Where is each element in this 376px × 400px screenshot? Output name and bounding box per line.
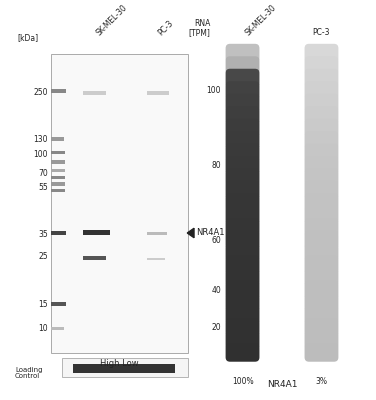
Bar — [147, 91, 169, 95]
Bar — [51, 160, 65, 164]
FancyBboxPatch shape — [226, 318, 259, 337]
Text: 100: 100 — [206, 86, 221, 95]
FancyBboxPatch shape — [226, 281, 259, 299]
Bar — [51, 151, 65, 154]
Text: 55: 55 — [38, 183, 48, 192]
FancyBboxPatch shape — [226, 69, 259, 88]
FancyBboxPatch shape — [305, 119, 338, 137]
Text: SK-MEL-30: SK-MEL-30 — [244, 3, 278, 37]
FancyBboxPatch shape — [226, 206, 259, 224]
FancyBboxPatch shape — [305, 306, 338, 324]
FancyBboxPatch shape — [305, 343, 338, 362]
FancyBboxPatch shape — [226, 168, 259, 187]
Text: 250: 250 — [33, 88, 48, 97]
FancyBboxPatch shape — [226, 94, 259, 112]
Bar — [51, 137, 64, 141]
Bar — [83, 256, 106, 260]
FancyBboxPatch shape — [305, 281, 338, 299]
Bar — [51, 54, 188, 353]
Text: 70: 70 — [38, 169, 48, 178]
Bar — [147, 232, 167, 235]
FancyBboxPatch shape — [305, 256, 338, 274]
FancyBboxPatch shape — [226, 243, 259, 262]
FancyBboxPatch shape — [226, 306, 259, 324]
Text: 100%: 100% — [232, 377, 253, 386]
FancyBboxPatch shape — [305, 318, 338, 337]
FancyBboxPatch shape — [305, 69, 338, 88]
Bar — [51, 302, 66, 306]
FancyBboxPatch shape — [305, 243, 338, 262]
FancyBboxPatch shape — [226, 106, 259, 125]
FancyBboxPatch shape — [226, 256, 259, 274]
FancyBboxPatch shape — [305, 330, 338, 349]
Bar — [62, 358, 188, 376]
FancyBboxPatch shape — [226, 144, 259, 162]
Text: 3%: 3% — [315, 377, 327, 386]
FancyBboxPatch shape — [305, 81, 338, 100]
FancyBboxPatch shape — [226, 194, 259, 212]
Bar — [51, 231, 66, 235]
Bar — [51, 189, 65, 192]
Text: 60: 60 — [211, 236, 221, 245]
FancyBboxPatch shape — [226, 131, 259, 150]
FancyArrow shape — [187, 228, 194, 238]
Text: 40: 40 — [211, 286, 221, 294]
Bar — [83, 91, 106, 95]
FancyBboxPatch shape — [226, 268, 259, 287]
FancyBboxPatch shape — [226, 218, 259, 237]
Text: SK-MEL-30: SK-MEL-30 — [95, 3, 129, 37]
FancyBboxPatch shape — [305, 194, 338, 212]
Bar — [51, 169, 65, 172]
FancyBboxPatch shape — [305, 218, 338, 237]
Bar — [147, 258, 165, 260]
Text: High Low: High Low — [100, 359, 139, 368]
FancyBboxPatch shape — [305, 106, 338, 125]
FancyBboxPatch shape — [226, 181, 259, 200]
FancyBboxPatch shape — [305, 293, 338, 312]
FancyBboxPatch shape — [226, 343, 259, 362]
Bar — [51, 89, 66, 93]
FancyBboxPatch shape — [305, 131, 338, 150]
Bar — [73, 364, 175, 373]
FancyBboxPatch shape — [305, 44, 338, 62]
FancyBboxPatch shape — [305, 94, 338, 112]
FancyBboxPatch shape — [305, 144, 338, 162]
Bar — [83, 230, 110, 235]
FancyBboxPatch shape — [226, 44, 259, 62]
Bar — [51, 182, 65, 186]
Text: PC-3: PC-3 — [313, 28, 330, 37]
Text: 10: 10 — [38, 324, 48, 333]
Text: 15: 15 — [38, 300, 48, 309]
Text: NR4A1: NR4A1 — [196, 228, 224, 238]
Text: 80: 80 — [211, 161, 221, 170]
FancyBboxPatch shape — [305, 156, 338, 175]
Text: 25: 25 — [38, 252, 48, 261]
FancyBboxPatch shape — [226, 156, 259, 175]
Text: PC-3: PC-3 — [156, 18, 175, 37]
Text: 20: 20 — [211, 323, 221, 332]
FancyBboxPatch shape — [226, 56, 259, 75]
Text: 35: 35 — [38, 230, 48, 239]
Text: RNA
[TPM]: RNA [TPM] — [189, 18, 211, 37]
FancyBboxPatch shape — [305, 206, 338, 224]
FancyBboxPatch shape — [305, 56, 338, 75]
Bar — [51, 176, 65, 179]
Text: 100: 100 — [33, 150, 48, 159]
Bar — [51, 327, 64, 330]
FancyBboxPatch shape — [305, 168, 338, 187]
FancyBboxPatch shape — [226, 81, 259, 100]
FancyBboxPatch shape — [226, 231, 259, 250]
Text: 130: 130 — [33, 135, 48, 144]
FancyBboxPatch shape — [226, 330, 259, 349]
FancyBboxPatch shape — [305, 181, 338, 200]
Text: [kDa]: [kDa] — [17, 33, 38, 42]
FancyBboxPatch shape — [226, 119, 259, 137]
Text: Loading
Control: Loading Control — [15, 367, 42, 379]
FancyBboxPatch shape — [305, 268, 338, 287]
FancyBboxPatch shape — [305, 231, 338, 250]
Text: NR4A1: NR4A1 — [267, 380, 297, 390]
FancyBboxPatch shape — [226, 293, 259, 312]
